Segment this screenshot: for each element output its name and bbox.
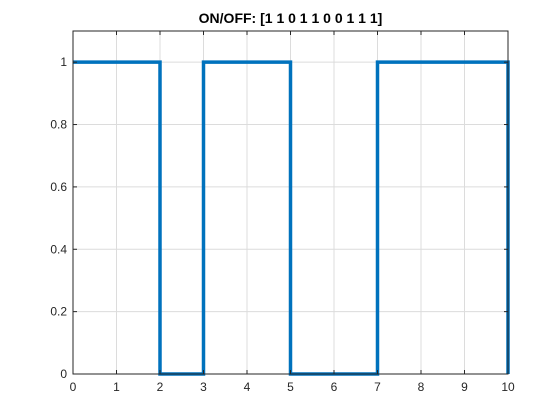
x-tick-label: 9	[461, 380, 468, 394]
series-line	[73, 60, 510, 376]
y-tick-label: 0.4	[50, 242, 67, 256]
x-tick-label: 7	[374, 380, 381, 394]
y-tick-label: 1	[60, 55, 67, 69]
x-tick-label: 1	[113, 380, 120, 394]
x-tick-label: 5	[287, 380, 294, 394]
series-layer	[73, 60, 510, 376]
tick-layer: 0 1 2 3 4 5 6 7 8 9 10 0 0.2 0.4 0.6 0.8 1	[50, 55, 515, 394]
x-tick-label: 8	[418, 380, 425, 394]
x-tick-label: 2	[157, 380, 164, 394]
x-tick-label: 0	[70, 380, 77, 394]
x-tick-label: 4	[244, 380, 251, 394]
chart-title: ON/OFF: [1 1 0 1 1 0 0 1 1 1]	[199, 10, 383, 26]
y-tick-label: 0.2	[50, 305, 67, 319]
x-tick-label: 10	[501, 380, 515, 394]
x-tick-label: 6	[331, 380, 338, 394]
y-tick-label: 0	[60, 367, 67, 381]
y-tick-label: 0.6	[50, 180, 67, 194]
y-tick-label: 0.8	[50, 118, 67, 132]
x-tick-label: 3	[200, 380, 207, 394]
axes-layer	[72, 30, 509, 375]
